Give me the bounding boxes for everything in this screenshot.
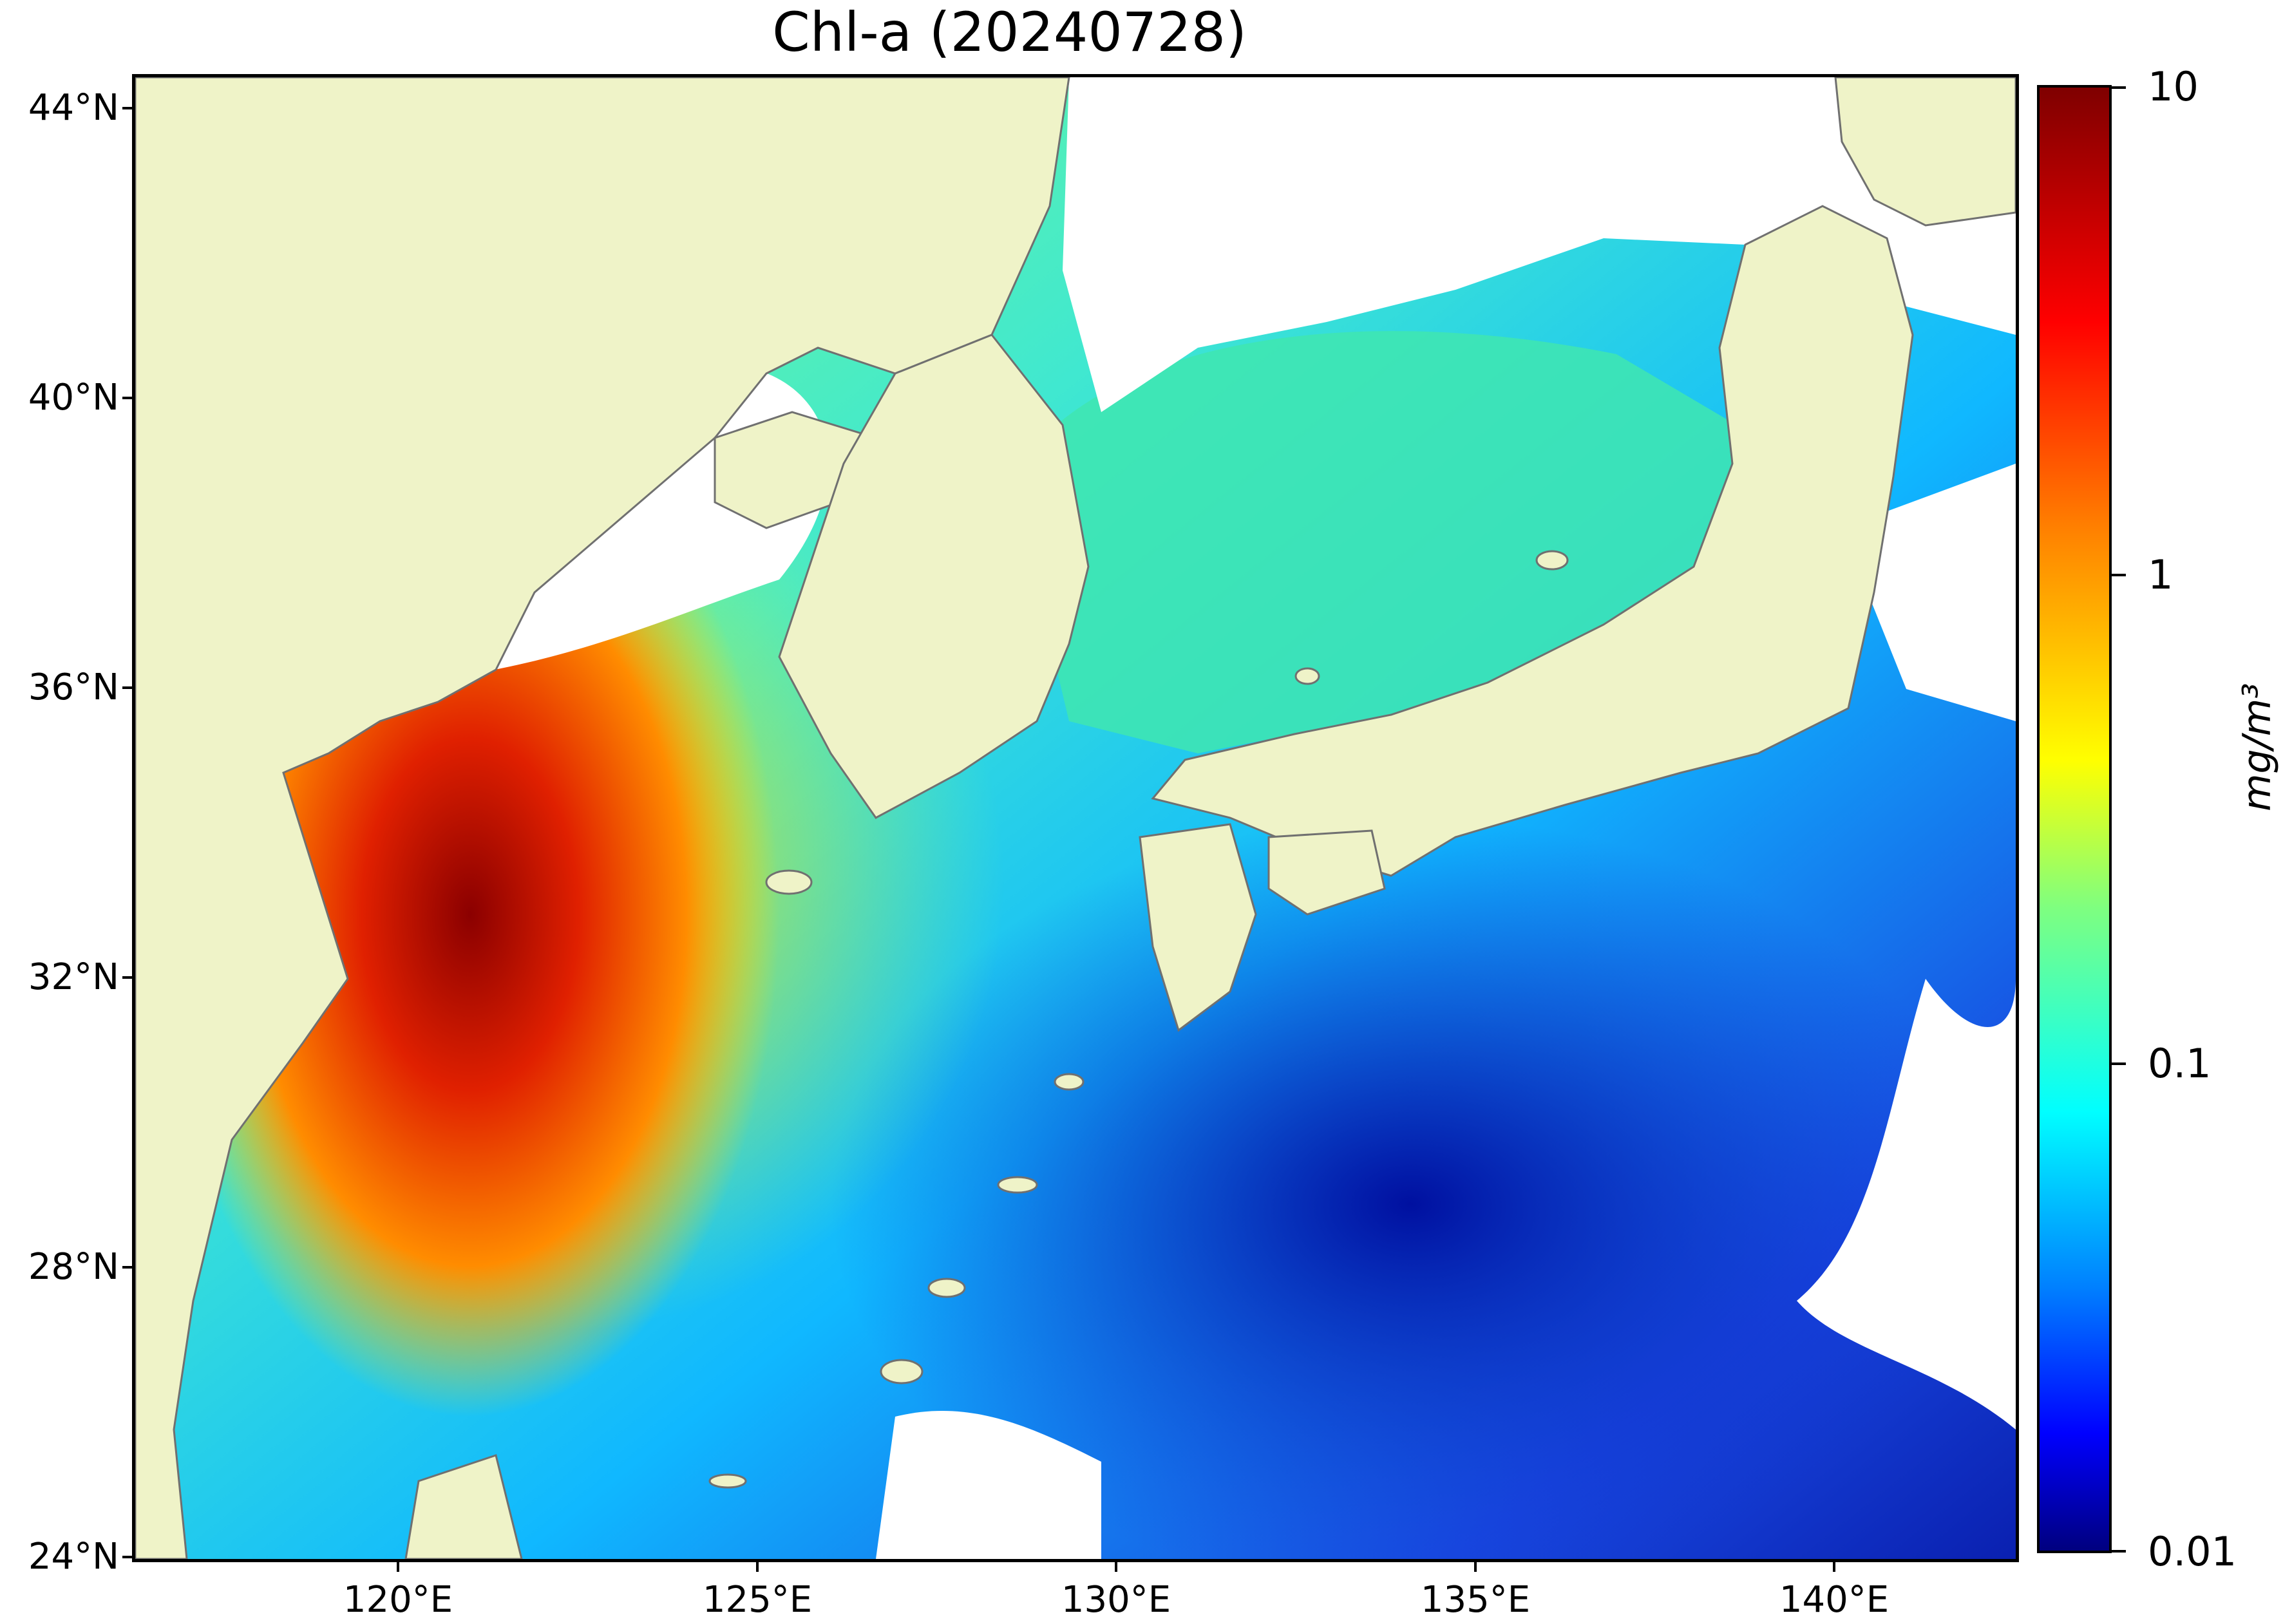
- colorbar-tick: [2112, 1062, 2126, 1065]
- lon-label: 135°E: [1420, 1579, 1531, 1621]
- open-ocean-low-chl: [831, 818, 1990, 1559]
- lat-label: 32°N: [28, 956, 119, 998]
- lat-label: 40°N: [28, 377, 119, 419]
- lat-label: 24°N: [28, 1536, 119, 1578]
- chlorophyll-map: [132, 74, 2019, 1562]
- lon-label: 120°E: [343, 1579, 453, 1621]
- map-title: Chl-a (20240728): [772, 1, 1247, 64]
- lat-label: 44°N: [28, 87, 119, 129]
- lat-tick: [122, 1266, 132, 1269]
- lon-label: 140°E: [1779, 1579, 1890, 1621]
- colorbar: [2037, 85, 2112, 1553]
- lat-tick: [122, 107, 132, 109]
- lat-tick: [122, 1556, 132, 1558]
- lon-tick: [1115, 1562, 1117, 1572]
- lat-label: 36°N: [28, 666, 119, 708]
- lat-tick: [122, 397, 132, 399]
- colorbar-tick: [2112, 1550, 2126, 1553]
- land: [135, 77, 2016, 1559]
- lon-tick: [1833, 1562, 1835, 1572]
- lat-tick: [122, 686, 132, 689]
- colorbar-label: 10: [2148, 63, 2199, 110]
- colorbar-tick: [2112, 86, 2126, 89]
- colorbar-label: 0.1: [2148, 1040, 2212, 1087]
- colorbar-unit: mg/m³: [2235, 683, 2280, 811]
- colorbar-tick: [2112, 574, 2126, 576]
- lat-tick: [122, 976, 132, 979]
- lon-tick: [397, 1562, 399, 1572]
- lat-label: 28°N: [28, 1246, 119, 1288]
- lon-tick: [1474, 1562, 1477, 1572]
- lon-tick: [756, 1562, 759, 1572]
- colorbar-label: 1: [2148, 551, 2174, 598]
- colorbar-label: 0.01: [2148, 1528, 2237, 1575]
- lon-label: 130°E: [1061, 1579, 1171, 1621]
- lon-label: 125°E: [702, 1579, 813, 1621]
